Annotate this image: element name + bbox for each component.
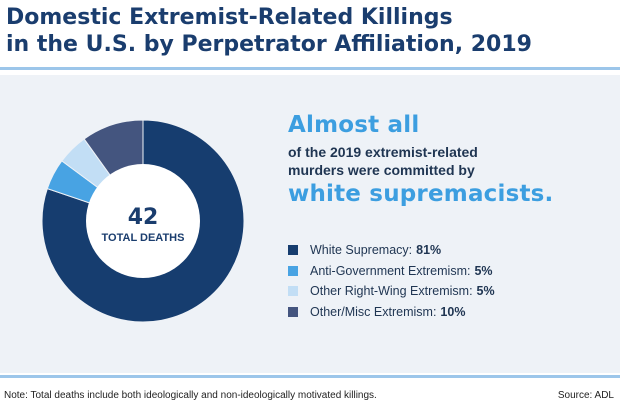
donut-hole bbox=[86, 164, 200, 278]
legend-item: White Supremacy: 81% bbox=[288, 240, 495, 261]
legend-label: Other/Misc Extremism bbox=[310, 304, 433, 319]
legend-swatch bbox=[288, 245, 298, 256]
legend-label: Anti-Government Extremism bbox=[310, 263, 467, 278]
callout-headline-2: white supremacists. bbox=[288, 181, 554, 207]
legend-label: White Supremacy bbox=[310, 243, 409, 258]
total-deaths-value: 42 bbox=[128, 205, 159, 230]
chart-title: Domestic Extremist-Related Killings in t… bbox=[6, 4, 616, 58]
top-divider bbox=[0, 67, 620, 70]
title-line-2: in the U.S. by Perpetrator Affiliation, … bbox=[6, 32, 532, 57]
legend: White Supremacy: 81% Anti-Government Ext… bbox=[288, 240, 495, 322]
legend-value: 5% bbox=[476, 284, 495, 299]
legend-swatch bbox=[288, 265, 298, 276]
callout-body-line-2: murders were committed by bbox=[288, 162, 475, 178]
title-line-1: Domestic Extremist-Related Killings bbox=[6, 5, 453, 30]
legend-value: 10% bbox=[440, 304, 466, 319]
legend-value: 5% bbox=[474, 263, 493, 278]
legend-item: Other Right-Wing Extremism: 5% bbox=[288, 281, 495, 302]
source-credit: Source: ADL bbox=[557, 390, 614, 401]
donut-chart: 42 TOTAL DEATHS bbox=[41, 119, 245, 323]
callout-body: of the 2019 extremist-related murders we… bbox=[288, 143, 548, 179]
legend-swatch bbox=[288, 286, 298, 297]
legend-item: Other/Misc Extremism: 10% bbox=[288, 302, 495, 323]
legend-swatch bbox=[288, 306, 298, 317]
legend-label: Other Right-Wing Extremism bbox=[310, 284, 470, 299]
bottom-divider bbox=[0, 375, 620, 378]
legend-value: 81% bbox=[416, 243, 442, 258]
total-deaths-label: TOTAL DEATHS bbox=[102, 232, 185, 244]
legend-item: Anti-Government Extremism: 5% bbox=[288, 261, 495, 282]
callout-body-line-1: of the 2019 extremist-related bbox=[288, 144, 478, 160]
callout-headline-1: Almost all bbox=[288, 112, 420, 138]
footnote: Note: Total deaths include both ideologi… bbox=[4, 390, 377, 401]
